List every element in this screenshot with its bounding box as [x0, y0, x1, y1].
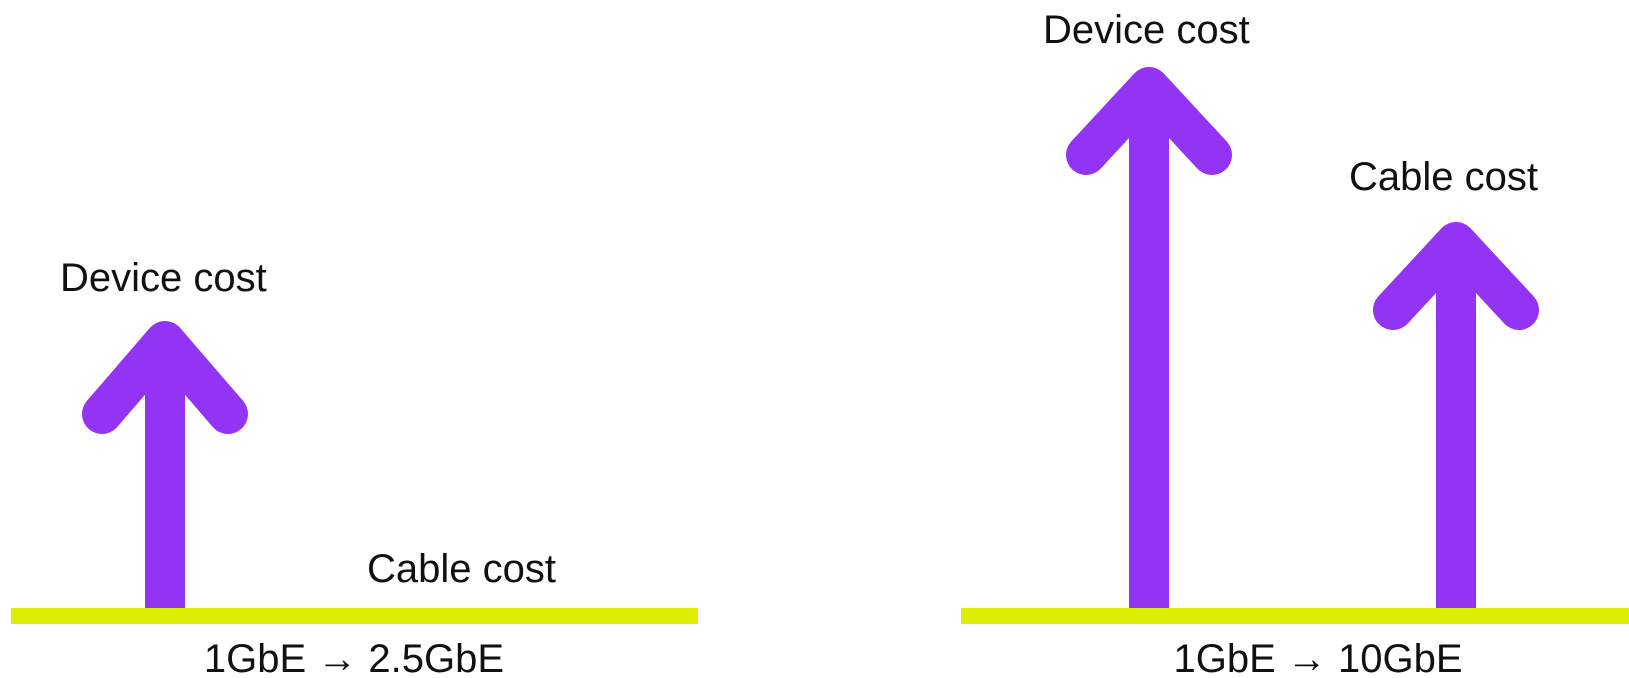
panel-right: Device cost Cable cost 1GbE → 10GbE [961, 8, 1629, 678]
cable-cost-label-left: Cable cost [367, 547, 556, 591]
cable-cost-arrow-right [1373, 222, 1539, 608]
caption-left: 1GbE → 2.5GbE [204, 637, 504, 678]
caption-right: 1GbE → 10GbE [1173, 637, 1462, 678]
device-cost-label-right: Device cost [1043, 8, 1250, 52]
baseline-left [11, 608, 698, 624]
device-cost-arrow-right [1066, 67, 1232, 608]
panel-left: Device cost Cable cost 1GbE → 2.5GbE [11, 256, 698, 678]
device-cost-arrow-left [82, 321, 248, 608]
cable-cost-label-right: Cable cost [1349, 155, 1538, 199]
baseline-right [961, 608, 1629, 624]
device-cost-label-left: Device cost [60, 256, 267, 300]
